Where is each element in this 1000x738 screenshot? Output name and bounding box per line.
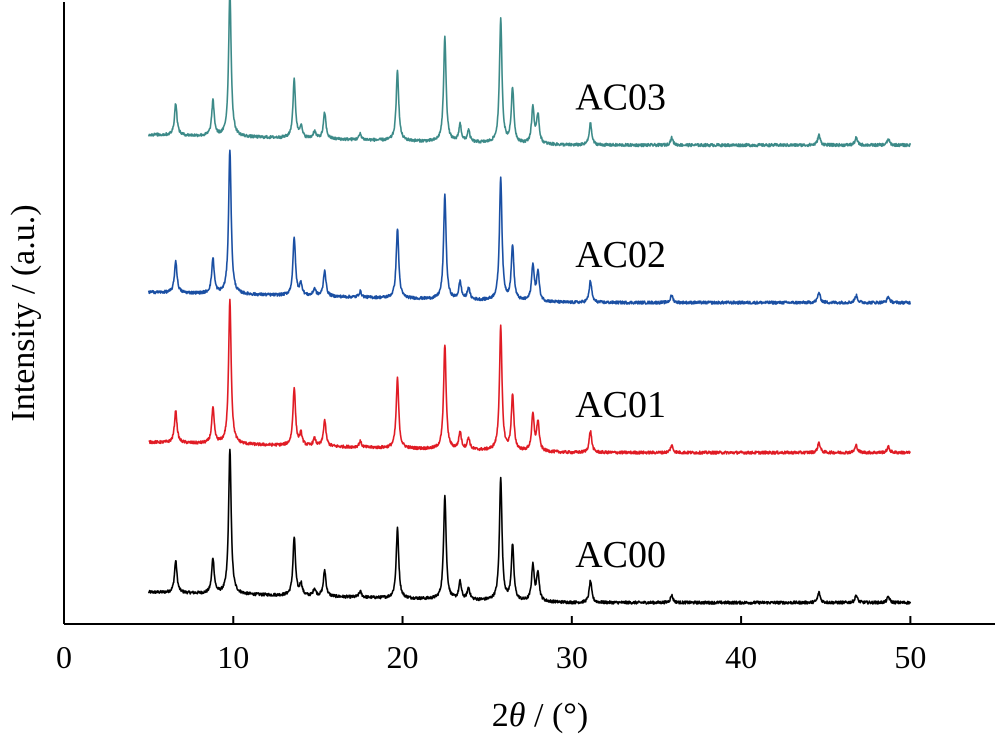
x-tick-label-30: 30 (556, 639, 588, 675)
x-tick-label-40: 40 (725, 639, 757, 675)
series-label-ac00: AC00 (575, 534, 666, 576)
series-label-ac03: AC03 (575, 77, 666, 119)
x-axis-title: 2θ / (°) (492, 697, 588, 734)
x-tick-label-50: 50 (894, 639, 926, 675)
series-group (147, 0, 912, 605)
series-line-ac01 (148, 298, 912, 455)
y-axis-title: Intensity / (a.u.) (5, 204, 42, 421)
series-labels: AC00 AC01 AC02 AC03 (575, 77, 666, 577)
x-tick-label-10: 10 (217, 639, 249, 675)
x-axis-ticks: 0 10 20 30 40 50 (56, 616, 926, 675)
series-line-ac03 (147, 0, 912, 148)
series-label-ac02: AC02 (575, 234, 666, 276)
x-tick-label-20: 20 (387, 639, 419, 675)
series-line-ac02 (147, 149, 912, 305)
x-tick-label-0: 0 (56, 639, 72, 675)
series-line-ac00 (147, 448, 912, 605)
series-label-ac01: AC01 (575, 384, 666, 426)
